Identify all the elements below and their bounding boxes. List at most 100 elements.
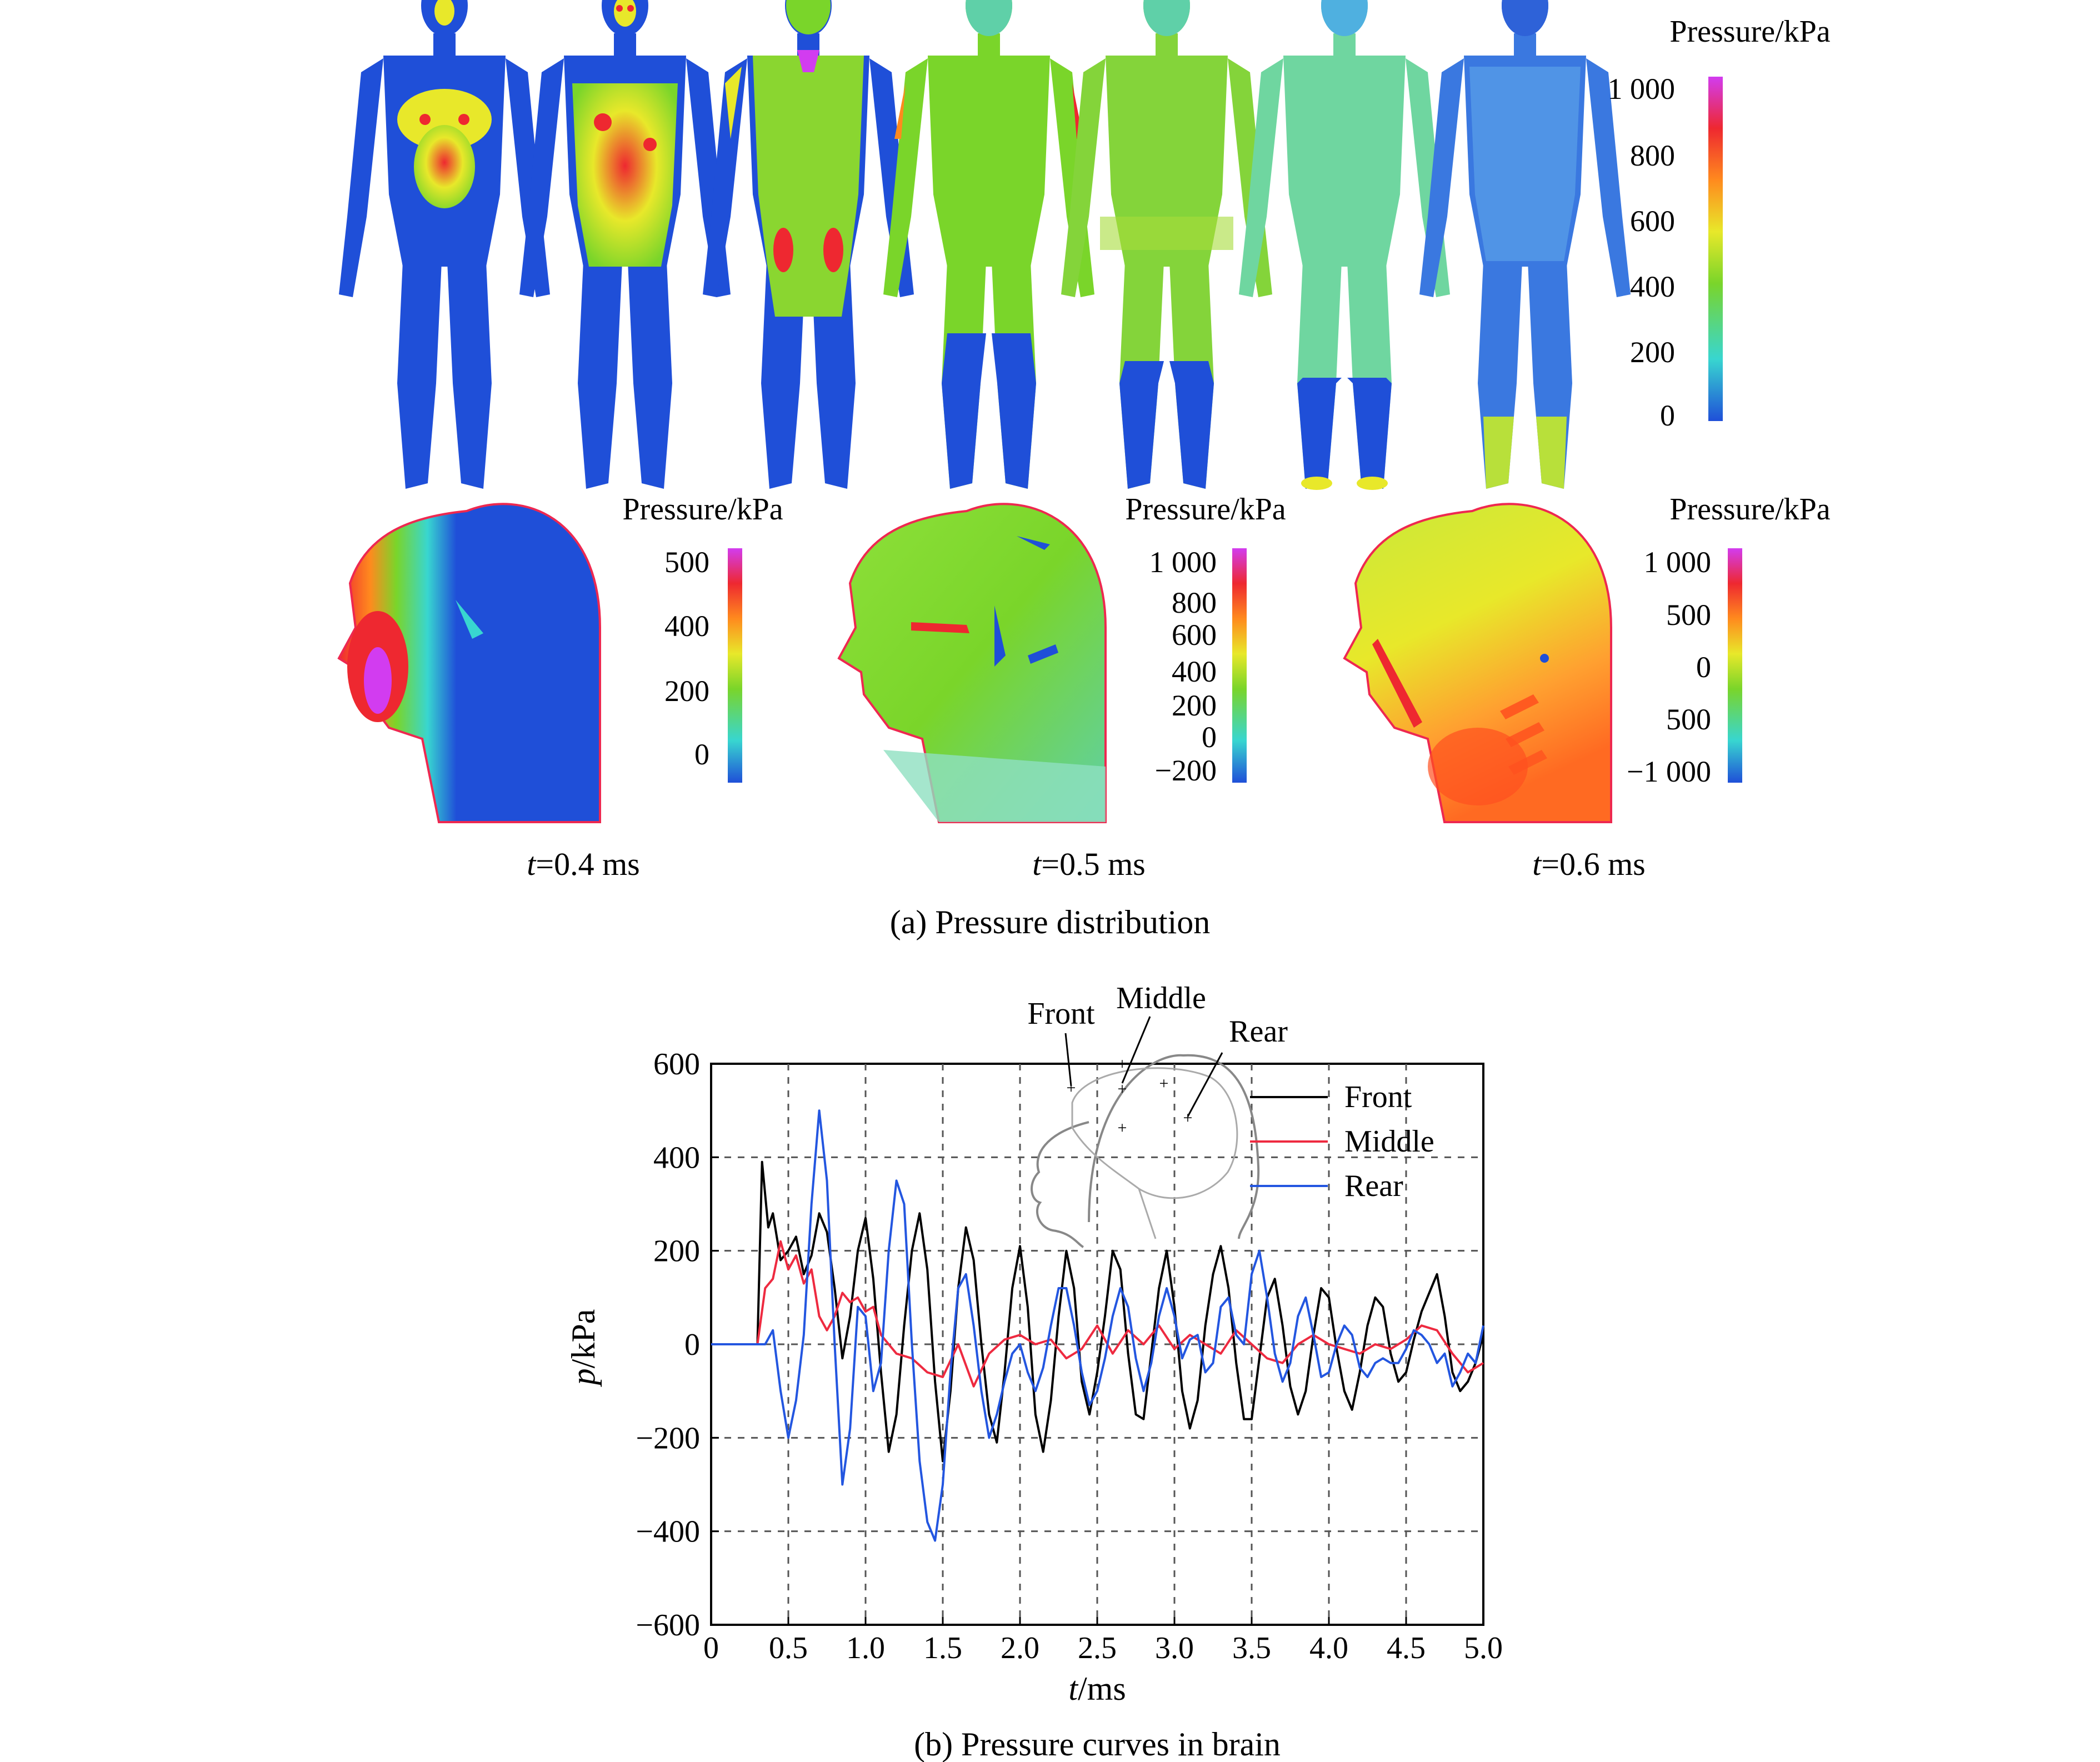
body-figure-1 <box>339 0 550 489</box>
x-tick-label: 1.0 <box>846 1631 885 1665</box>
inset-brain-outline <box>1071 1067 1238 1199</box>
legend-label-middle: Middle <box>1344 1124 1434 1159</box>
head-legend-tick: 500 <box>1666 598 1711 632</box>
inset-head-sketch: Front Middle Rear + + + + + + <box>1027 981 1288 1248</box>
y-tick-label: 200 <box>653 1234 700 1269</box>
x-tick-label: 4.5 <box>1387 1631 1426 1665</box>
body-legend-tick: 800 <box>1630 139 1675 172</box>
inset-label-middle: Middle <box>1116 981 1206 1015</box>
head-legend-3: Pressure/kPa 1 000 500 0 500 −1 000 <box>1627 492 1831 788</box>
body-legend-colorbar <box>1708 77 1723 421</box>
head-legend-tick: 400 <box>1172 655 1217 688</box>
x-tick-label: 0 <box>703 1631 719 1665</box>
head-section-1-shape <box>337 503 601 823</box>
body-pressure-sequence <box>339 0 1631 490</box>
head-legend-tick: 200 <box>1172 689 1217 722</box>
inset-face-profile <box>1031 1121 1089 1248</box>
time-label-3-var: t <box>1532 846 1542 882</box>
x-tick-label: 4.0 <box>1309 1631 1348 1665</box>
head-legend-1: Pressure/kPa 500 400 200 0 <box>622 492 783 783</box>
legend-label-front: Front <box>1344 1080 1412 1114</box>
x-axis-var: t <box>1068 1670 1078 1707</box>
body-legend-tick: 1 000 <box>1608 72 1676 106</box>
x-tick-label: 2.0 <box>1001 1631 1039 1665</box>
y-tick-label: 400 <box>653 1140 700 1175</box>
chart-legend: Front Middle Rear <box>1250 1080 1434 1203</box>
body-color-legend: Pressure/kPa 1 000 800 600 400 200 0 <box>1608 14 1831 432</box>
body-figure-2 <box>519 0 731 489</box>
body-figure-5 <box>1061 0 1272 489</box>
time-label-2-value: =0.5 ms <box>1041 846 1145 882</box>
body-legend-title: Pressure/kPa <box>1669 14 1830 49</box>
head-legend-colorbar <box>1728 548 1742 783</box>
y-axis-unit: /kPa <box>565 1309 602 1369</box>
time-label-3-value: =0.6 ms <box>1541 846 1645 882</box>
y-tick-label: −400 <box>636 1515 700 1549</box>
y-tick-label: −200 <box>636 1421 700 1455</box>
inset-marker-lower: + <box>1118 1119 1127 1137</box>
series-line-front <box>711 1160 1484 1463</box>
inset-head-outline <box>1088 1054 1260 1239</box>
time-label-1: t=0.4 ms <box>527 846 640 882</box>
head-section-3-shape <box>1343 503 1612 823</box>
time-label-2: t=0.5 ms <box>1032 846 1146 882</box>
legend-label-rear: Rear <box>1344 1169 1403 1203</box>
inset-label-front: Front <box>1027 997 1095 1031</box>
head-legend-2: Pressure/kPa 1 000 800 600 400 200 0 −20… <box>1125 492 1286 787</box>
panel-a-caption: (a) Pressure distribution <box>890 904 1211 940</box>
head-legend-colorbar <box>728 548 742 783</box>
inset-leader-front <box>1064 1033 1072 1087</box>
x-tick-label: 1.5 <box>923 1631 962 1665</box>
inset-leader-middle <box>1121 1016 1151 1084</box>
y-axis-var: p <box>565 1368 602 1387</box>
inset-marker-rear: + <box>1183 1109 1193 1127</box>
inset-label-rear: Rear <box>1229 1014 1288 1049</box>
head-section-3: Pressure/kPa 1 000 500 0 500 −1 000 t=0.… <box>1343 492 1831 882</box>
panel-b-caption: (b) Pressure curves in brain <box>914 1726 1281 1762</box>
body-figure-6 <box>1239 0 1450 490</box>
series-layer <box>711 1109 1484 1542</box>
time-label-1-var: t <box>527 846 537 882</box>
head-legend-tick: −1 000 <box>1627 755 1711 788</box>
y-tick-label: 0 <box>684 1328 700 1362</box>
head-legend-tick: 200 <box>664 674 709 708</box>
x-tick-label: 0.5 <box>769 1631 808 1665</box>
inset-marker-side: + <box>1159 1074 1169 1093</box>
body-legend-tick: 600 <box>1630 204 1675 238</box>
pressure-chart: 0 0.5 1.0 1.5 2.0 2.5 3.0 3.5 4.0 4.5 5.0 600 400 200… <box>565 981 1503 1707</box>
head-legend-tick: 400 <box>664 609 709 643</box>
body-legend-tick: 200 <box>1630 336 1675 369</box>
grid-layer <box>711 1064 1483 1625</box>
x-tick-label: 5.0 <box>1464 1631 1503 1665</box>
head-section-1: Pressure/kPa 500 400 200 0 t=0.4 ms <box>337 492 783 882</box>
y-axis-title: p/kPa <box>565 1309 602 1388</box>
head-legend-title: Pressure/kPa <box>1669 492 1830 527</box>
x-axis-unit: /ms <box>1078 1670 1126 1707</box>
head-legend-tick: 600 <box>1172 618 1217 652</box>
inset-marker-top: + <box>1118 1055 1127 1073</box>
x-axis-title: t/ms <box>1068 1670 1126 1707</box>
head-legend-title: Pressure/kPa <box>1125 492 1286 527</box>
body-figure-3 <box>703 0 914 489</box>
head-legend-tick: 0 <box>1696 650 1711 684</box>
y-tick-label: 600 <box>653 1047 700 1082</box>
head-legend-tick: 0 <box>694 738 709 771</box>
series-line-rear <box>711 1109 1484 1542</box>
head-legend-tick: 0 <box>1202 720 1217 754</box>
head-legend-tick: 500 <box>664 545 709 579</box>
head-legend-tick: 500 <box>1666 703 1711 736</box>
body-figure-7 <box>1419 0 1631 489</box>
time-label-1-value: =0.4 ms <box>536 846 639 882</box>
inset-marker-middle: + <box>1118 1080 1127 1098</box>
head-legend-title: Pressure/kPa <box>622 492 783 527</box>
head-section-2: Pressure/kPa 1 000 800 600 400 200 0 −20… <box>837 492 1286 882</box>
head-legend-tick: 1 000 <box>1644 545 1712 579</box>
y-tick-label: −600 <box>636 1608 700 1643</box>
x-tick-label: 3.5 <box>1232 1631 1271 1665</box>
body-legend-tick: 400 <box>1630 270 1675 303</box>
series-line-middle <box>711 1240 1484 1388</box>
head-legend-tick: 800 <box>1172 586 1217 619</box>
x-tick-label: 2.5 <box>1078 1631 1117 1665</box>
inset-leader-rear <box>1187 1052 1223 1117</box>
